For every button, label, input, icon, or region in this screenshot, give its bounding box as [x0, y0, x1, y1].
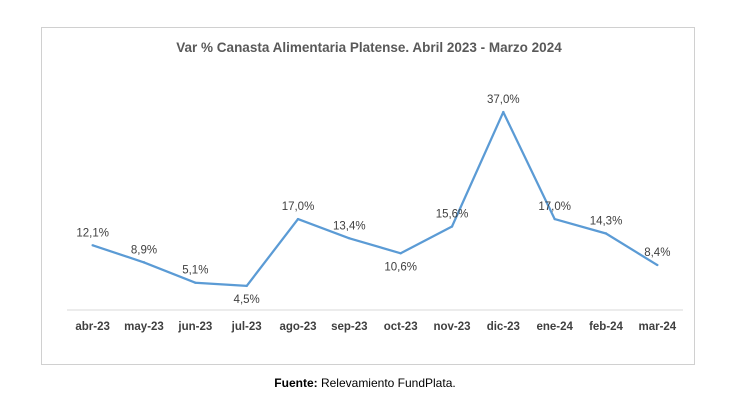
x-tick-label: abr-23	[75, 321, 110, 333]
chart-title: Var % Canasta Alimentaria Platense. Abri…	[176, 40, 562, 55]
x-tick-label: oct-23	[384, 321, 418, 333]
data-point	[142, 261, 146, 264]
x-tick-label: may-23	[124, 321, 164, 333]
data-point	[502, 110, 505, 114]
data-label: 14,3%	[590, 215, 623, 227]
data-point	[399, 252, 402, 255]
x-tick-label: sep-23	[331, 321, 367, 333]
data-point	[348, 237, 351, 240]
data-label: 17,0%	[282, 201, 315, 213]
data-label: 37,0%	[487, 94, 520, 106]
data-label: 15,6%	[436, 209, 469, 221]
chart-area: Var % Canasta Alimentaria Platense. Abri…	[41, 27, 695, 365]
data-point	[194, 281, 197, 284]
data-label: 8,9%	[131, 244, 157, 256]
source-note: Fuente: Relevamiento FundPlata.	[0, 376, 730, 390]
data-point	[91, 244, 94, 247]
line-chart: Var % Canasta Alimentaria Platense. Abri…	[67, 40, 683, 333]
series-line	[92, 110, 658, 288]
x-tick-label: feb-24	[589, 321, 623, 333]
data-label: 10,6%	[384, 261, 417, 273]
data-point	[450, 225, 454, 228]
data-label: 8,4%	[644, 247, 670, 259]
data-label: 13,4%	[333, 220, 366, 232]
x-tick-label: nov-23	[433, 321, 470, 333]
data-point	[296, 217, 300, 221]
x-tick-label: ago-23	[279, 321, 316, 333]
source-label: Fuente:	[274, 376, 318, 390]
data-point	[245, 284, 248, 288]
data-label: 4,5%	[234, 294, 260, 306]
x-tick-label: dic-23	[487, 321, 520, 333]
data-point	[656, 263, 659, 267]
data-label: 17,0%	[538, 201, 571, 213]
x-tick-label: mar-24	[638, 321, 676, 333]
source-text: Relevamiento FundPlata.	[317, 376, 456, 390]
x-tick-label: jul-23	[231, 321, 262, 333]
data-label: 5,1%	[182, 265, 208, 277]
x-tick-label: jun-23	[177, 321, 212, 333]
data-label: 12,1%	[76, 227, 109, 239]
data-point	[553, 217, 556, 221]
x-tick-label: ene-24	[536, 321, 573, 333]
data-point	[604, 232, 608, 235]
